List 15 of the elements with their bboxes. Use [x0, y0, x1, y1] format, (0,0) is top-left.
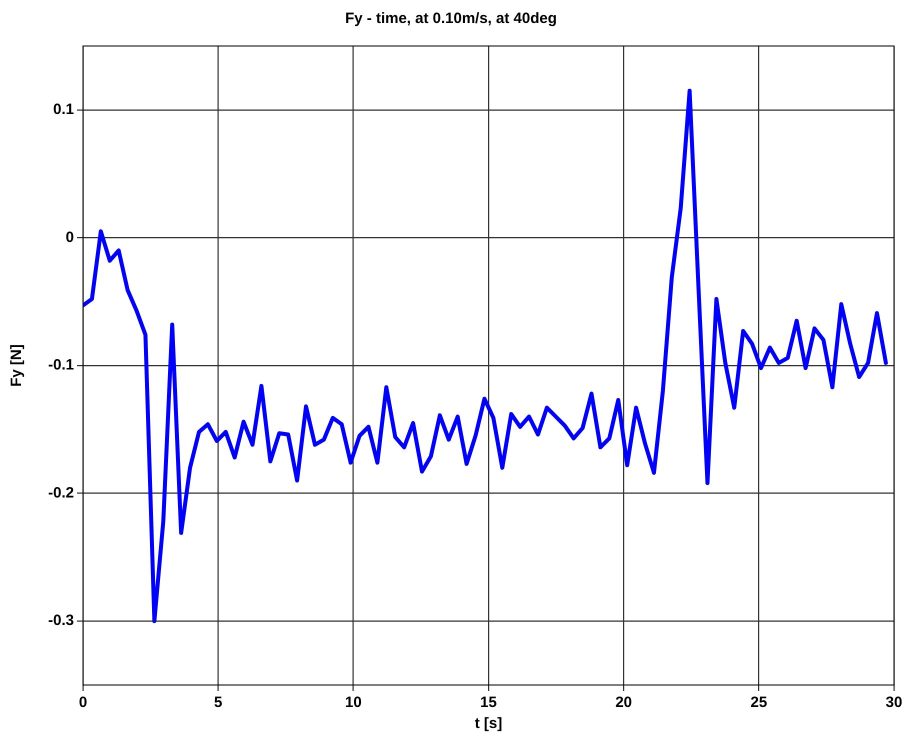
y-tick-label: 0.1 — [53, 101, 74, 118]
x-tick-label: 20 — [615, 694, 632, 712]
x-axis-title: t [s] — [474, 715, 502, 732]
x-tick-label: 0 — [78, 694, 88, 712]
y-tick-label: -0.2 — [48, 484, 74, 502]
y-tick-label: -0.3 — [48, 612, 74, 630]
y-axis-title: Fy [N] — [8, 344, 26, 387]
chart-title: Fy - time, at 0.10m/s, at 40deg — [345, 10, 557, 28]
x-tick-label: 15 — [480, 694, 497, 712]
x-tick-label: 25 — [750, 694, 768, 712]
x-tick-label: 10 — [344, 694, 362, 712]
y-tick-label: 0 — [66, 228, 74, 246]
y-tick-label: -0.1 — [48, 356, 74, 374]
x-tick-label: 5 — [214, 694, 222, 712]
x-tick-label: 30 — [886, 694, 902, 712]
